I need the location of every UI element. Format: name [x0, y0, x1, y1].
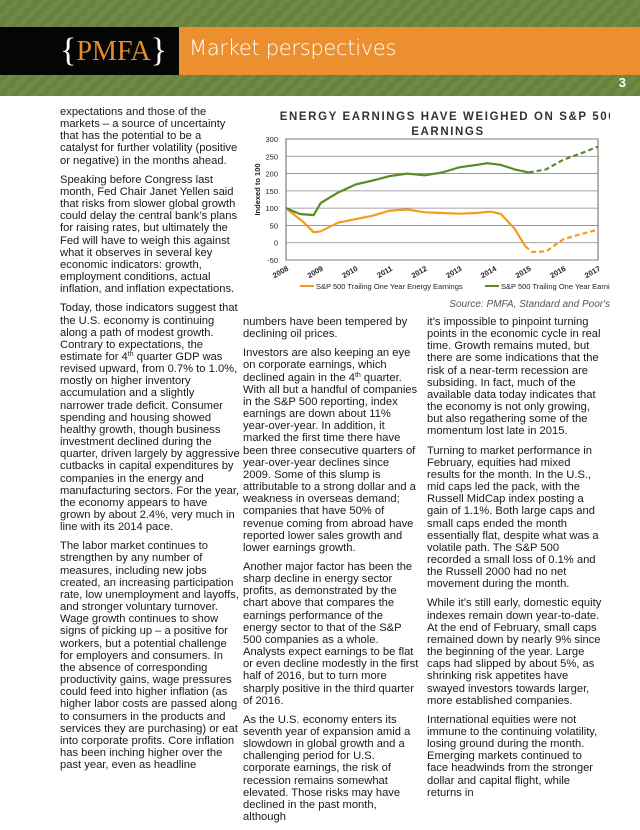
energy-earnings-chart: ENERGY EARNINGS HAVE WEIGHED ON S&P 500 E… [253, 111, 610, 291]
paragraph: Investors are also keeping an eye on cor… [243, 347, 418, 554]
y-tick-label: 200 [265, 170, 278, 179]
paragraph: Speaking before Congress last month, Fed… [60, 173, 238, 296]
x-tick-label: 2017 [583, 264, 602, 280]
page-title: Market perspectives [189, 36, 397, 60]
x-tick-label: 2011 [375, 264, 394, 280]
chart-title-line: ENERGY EARNINGS HAVE WEIGHED ON S&P 500 [280, 111, 610, 123]
y-tick-label: 300 [265, 135, 278, 144]
column-1: expectations and those of the markets – … [60, 106, 240, 778]
series-line-actual [285, 162, 529, 217]
column-3: it’s impossible to pinpoint turning poin… [427, 316, 603, 806]
x-tick-label: 2013 [444, 264, 463, 280]
legend-label: S&P 500 Trailing One Year Energy Earning… [316, 282, 463, 291]
x-tick-label: 2012 [410, 264, 429, 280]
header-banner: {PMFA} Market perspectives 3 [0, 0, 640, 96]
x-tick-label: 2014 [479, 264, 499, 281]
pmfa-logo: {PMFA} [60, 32, 167, 69]
y-tick-label: 250 [265, 152, 278, 161]
title-bar: Market perspectives [179, 27, 640, 75]
y-tick-label: -50 [267, 256, 278, 265]
plot-frame [285, 138, 599, 261]
chart-title-line: EARNINGS [411, 126, 485, 138]
x-tick-label: 2016 [548, 264, 567, 280]
y-tick-label: 100 [265, 204, 278, 213]
y-tick-label: 0 [274, 239, 278, 248]
x-tick-label: 2010 [340, 264, 359, 280]
paragraph: Today, those indicators suggest that the… [60, 302, 240, 534]
legend-label: S&P 500 Trailing One Year Earnings [501, 282, 610, 291]
x-tick-label: 2009 [306, 264, 325, 280]
paragraph: numbers have been tempered by declining … [243, 316, 408, 341]
y-tick-label: 50 [270, 221, 278, 230]
y-tick-label: 150 [265, 187, 278, 196]
series-line-forecast [524, 228, 599, 254]
paragraph: As the U.S. economy enters its seventh y… [243, 713, 411, 824]
column-2: numbers have been tempered by declining … [243, 316, 419, 830]
paragraph: International equities were not immune t… [427, 713, 598, 799]
series-line-forecast [528, 145, 599, 174]
paragraph: While it’s still early, domestic equity … [427, 597, 602, 707]
paragraph: Another major factor has been the sharp … [243, 560, 419, 707]
x-tick-label: 2008 [271, 264, 290, 280]
paragraph: The labor market continues to strengthen… [60, 540, 239, 772]
paragraph: expectations and those of the markets – … [60, 106, 238, 167]
paragraph: Turning to market performance in Februar… [427, 444, 599, 591]
x-tick-label: 2015 [514, 264, 533, 280]
series-line-actual [285, 207, 527, 247]
chart-source: Source: PMFA, Standard and Poor's [449, 299, 610, 310]
y-axis-label: Indexed to 100 [253, 163, 262, 215]
paragraph: it’s impossible to pinpoint turning poin… [427, 316, 601, 438]
page-number: 3 [618, 75, 626, 90]
logo-box: {PMFA} [0, 27, 179, 75]
